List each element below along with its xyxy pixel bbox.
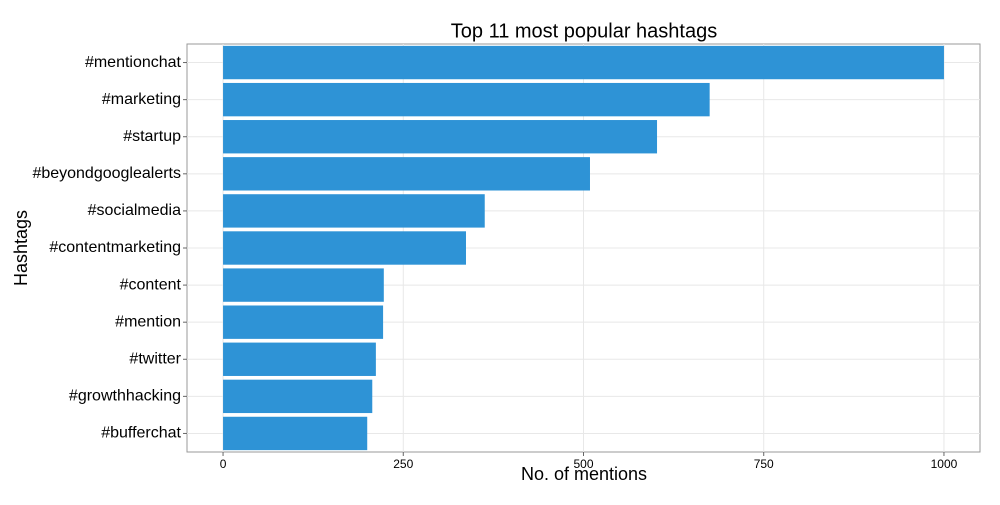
- y-tick-label: #twitter: [129, 350, 181, 367]
- bar: [223, 268, 384, 302]
- x-tick-label: 500: [573, 457, 593, 471]
- y-tick-label: #growthhacking: [69, 388, 181, 405]
- y-tick-label: #marketing: [102, 91, 181, 108]
- bar: [223, 157, 590, 191]
- bar: [223, 379, 373, 414]
- y-tick-label: #beyondgooglealerts: [32, 165, 181, 182]
- chart-title: Top 11 most popular hashtags: [451, 20, 717, 42]
- bar: [223, 231, 466, 265]
- bar: [223, 120, 658, 154]
- x-axis-label: No. of mentions: [521, 464, 647, 484]
- y-tick-label: #content: [120, 276, 182, 293]
- bar: [223, 45, 944, 80]
- y-tick-label: #socialmedia: [88, 202, 181, 219]
- y-tick-label: #mentionchat: [85, 54, 182, 71]
- y-tick-label: #startup: [123, 128, 181, 145]
- x-tick-label: 750: [754, 457, 774, 471]
- bar: [223, 416, 368, 451]
- y-tick-label: #mention: [115, 313, 181, 330]
- x-tick-label: 250: [393, 457, 413, 471]
- x-tick-label: 0: [220, 457, 227, 471]
- bar: [223, 342, 376, 376]
- y-tick-label: #bufferchat: [101, 425, 181, 442]
- bar: [223, 82, 710, 117]
- bar: [223, 305, 384, 339]
- bar: [223, 194, 485, 228]
- y-tick-label: #contentmarketing: [49, 239, 181, 256]
- y-axis-label: Hashtags: [11, 210, 31, 286]
- x-tick-label: 1000: [931, 457, 958, 471]
